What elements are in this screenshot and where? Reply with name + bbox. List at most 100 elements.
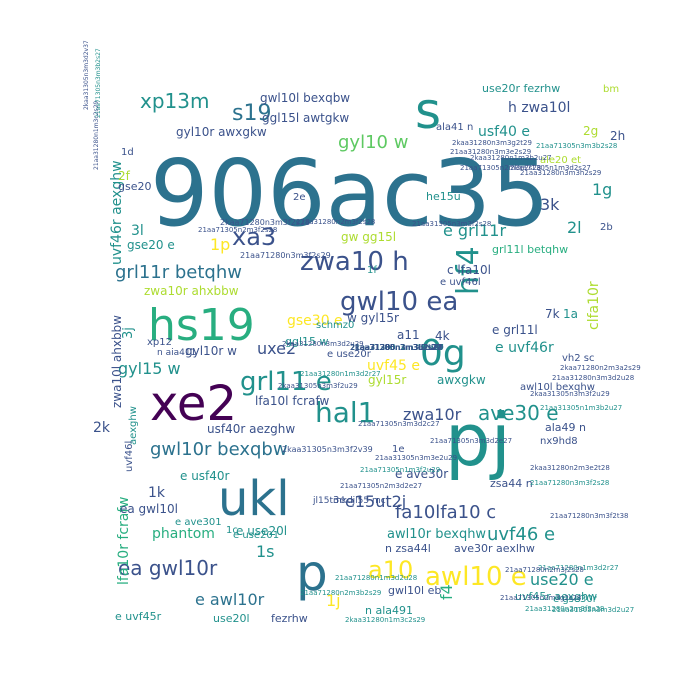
cloud-word: 906ac35 [150, 140, 550, 247]
cloud-word: e grl11l [492, 323, 538, 337]
cloud-word: hal1 [315, 396, 376, 429]
cloud-word: 1k [148, 485, 166, 501]
cloud-word: 1d [121, 147, 134, 158]
cloud-word: e uvf46r [495, 340, 554, 356]
cloud-word: zwa10r ahxbbw [144, 284, 239, 298]
cloud-word: awxgkw [437, 373, 486, 387]
cloud-word: 21aa31280n3m3d2u28 [552, 374, 634, 382]
cloud-word: 21aa71305n2m3g2s28 [500, 594, 581, 602]
cloud-word: w gyl15r [347, 311, 399, 325]
cloud-word: pj [445, 398, 511, 482]
cloud-word: e use201 [233, 530, 279, 541]
cloud-word: 21aa71305n2m3e2s28 [460, 164, 541, 172]
cloud-word: use20 e [530, 570, 594, 589]
cloud-word: 2kaa31305n3m3d2s29 [350, 343, 442, 352]
cloud-word: n zsa44l [385, 542, 431, 555]
cloud-word: 21aa31305n1m3b2u27 [540, 404, 622, 412]
cloud-word: 21aa71305n1m3d2t27 [350, 343, 442, 352]
cloud-word: ave30r aexlhw [454, 542, 535, 555]
cloud-word: lfa10r fcrafw [116, 496, 132, 585]
cloud-word: 21aa31280n2m3f2s28 [525, 605, 604, 613]
cloud-word: nx9hd8 [540, 436, 578, 447]
cloud-word: 1s [256, 542, 275, 561]
cloud-word: usf40r aezghw [207, 422, 295, 436]
cloud-word: 21aa71305n2m3d2e27 [340, 482, 422, 490]
cloud-word: uvf45 e [367, 358, 420, 374]
cloud-word: xp12 [147, 337, 172, 348]
cloud-word: 2h [610, 129, 625, 143]
cloud-word: n ala491 [365, 604, 413, 617]
cloud-word: xe2 [150, 376, 237, 432]
cloud-word: 21aa71305n3m3b2s27 [95, 48, 102, 118]
cloud-word: gwl10 ea [340, 287, 458, 317]
cloud-word: xa3 [232, 223, 276, 251]
cloud-word: a11 [397, 328, 420, 342]
cloud-word: 2kaa31305n3m3f2v39 [282, 445, 373, 454]
cloud-word: gse20 [118, 180, 151, 193]
cloud-word: uvf46 e [487, 524, 555, 545]
cloud-word: aexghw [128, 406, 139, 445]
cloud-word: vh2 sc [562, 353, 595, 364]
cloud-word: 2kaa31280n1m3c2s29 [345, 616, 425, 624]
cloud-word: ala41 n [436, 122, 473, 133]
cloud-word: e usf40r [180, 469, 230, 483]
cloud-word: 2g [583, 124, 598, 138]
cloud-word: 0g [420, 333, 466, 374]
cloud-word: n aia411 [157, 348, 196, 358]
cloud-word: 1e [392, 444, 405, 455]
cloud-word: gyl15r [368, 373, 406, 387]
cloud-word: uvf46r aexghw [109, 160, 125, 265]
cloud-word: e uvf46l [440, 277, 481, 288]
cloud-word: 21aa31305n3m3e2u29 [375, 454, 457, 462]
cloud-word: gyl10r awxgkw [176, 125, 267, 139]
cloud-word: 21aa71280n2m3j2s28 [505, 566, 584, 574]
cloud-word: gwl10r bexqbw [150, 439, 288, 460]
cloud-word: e ave30r [395, 467, 448, 481]
cloud-word: 2k [93, 420, 111, 436]
cloud-word: 1f [367, 265, 377, 276]
cloud-word: 21aa71280n1m3d2u28 [335, 574, 417, 582]
cloud-word: zwa10 h [300, 247, 409, 277]
cloud-word: 1g [592, 180, 612, 199]
cloud-word: 2kaa31280n3m3d2u29 [282, 340, 364, 348]
cloud-word: ukl [218, 471, 290, 527]
cloud-word: f4 [437, 584, 456, 600]
cloud-word: 2kaa31280n1m3b2u27 [470, 154, 552, 162]
cloud-word: he15u [426, 190, 461, 203]
cloud-word: gwl10l eb [388, 584, 441, 597]
cloud-word: e use20r [327, 349, 372, 360]
cloud-word: awl10 e [425, 562, 527, 592]
cloud-word: 2kaa31280n2m3e2t28 [530, 464, 610, 472]
cloud-word: 21aa71305n3m3d2e27 [430, 437, 512, 445]
cloud-word: s19 [232, 101, 271, 126]
cloud-word: 2kaa31280n2m3e2t28 [350, 343, 441, 352]
cloud-word: awl10l bexqhw [520, 382, 595, 393]
cloud-word: 1a [563, 307, 578, 321]
cloud-word: 21aa71305n3m3d2c27 [358, 420, 440, 428]
cloud-word: 21aa71305n2m3d2u27 [350, 343, 444, 352]
cloud-word: grl11l betqhw [492, 243, 568, 256]
cloud-word: uvf46l [124, 441, 135, 472]
cloud-word: 2kaa31305n3m3f2u29 [278, 382, 358, 390]
cloud-word: uvf45r aexghw [515, 590, 597, 603]
cloud-word: 21aa31305n2m3d2s28 [350, 343, 443, 352]
cloud-word: 1c [226, 525, 238, 536]
cloud-word: hf4 [451, 246, 486, 295]
cloud-word: ale20 et [540, 155, 581, 166]
cloud-word: zwa10r [403, 405, 462, 424]
cloud-word: 2kaa31280n3m3f2u27 [350, 343, 441, 352]
cloud-word: fa10lfa10 c [395, 502, 496, 523]
cloud-word: e gse30r [553, 594, 598, 605]
cloud-word: 21aa71280n3m3f2s29 [240, 251, 331, 260]
cloud-word: uxe2 [257, 339, 296, 358]
cloud-word: gwl10l bexqbw [260, 91, 350, 105]
cloud-word: 2kaa31280n3m3g2t29 [452, 139, 532, 147]
cloud-word: lfa10l fcrafw [255, 394, 329, 408]
cloud-word: gyl10 w [338, 132, 408, 153]
cloud-word: zsa44 n [490, 477, 533, 490]
cloud-word: clfa10r [586, 281, 602, 330]
cloud-word: 21aa71305n1m3d2s28 [350, 343, 443, 352]
cloud-word: 21aa31280n2m3f2s28 [296, 218, 375, 226]
cloud-word: xp13m [140, 89, 209, 113]
